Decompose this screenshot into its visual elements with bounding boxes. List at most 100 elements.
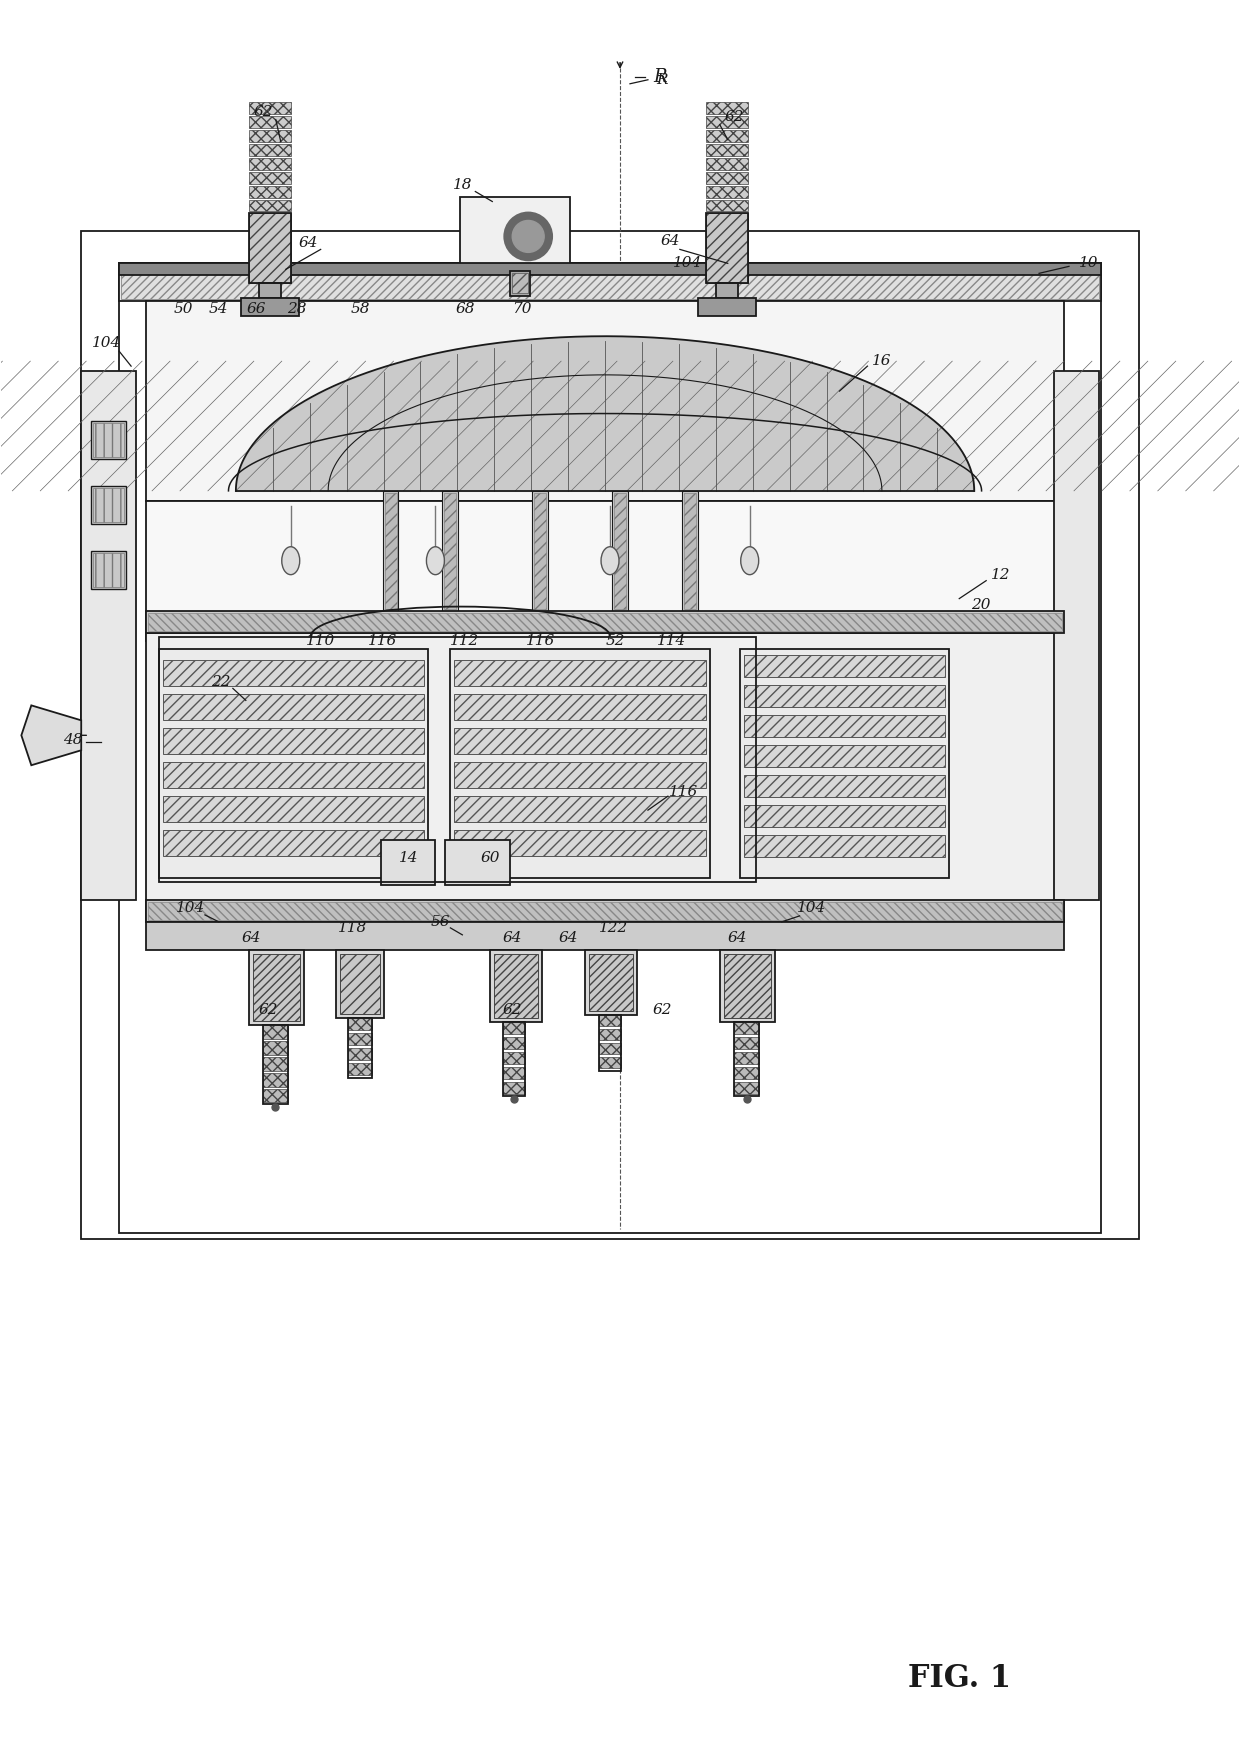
Bar <box>249 171 290 183</box>
Bar <box>744 835 945 858</box>
Bar <box>249 213 290 284</box>
Text: 64: 64 <box>728 931 748 945</box>
Text: 104: 104 <box>176 901 206 915</box>
Text: 62: 62 <box>253 105 273 119</box>
Bar <box>599 1014 621 1070</box>
Bar <box>450 648 709 878</box>
Bar <box>162 830 424 856</box>
Bar <box>613 492 627 610</box>
Bar <box>253 953 300 1021</box>
Bar <box>162 797 424 823</box>
Bar <box>599 1056 621 1067</box>
Bar <box>744 685 945 708</box>
Bar <box>340 953 379 1014</box>
Bar <box>599 1042 621 1053</box>
Text: 12: 12 <box>992 568 1011 582</box>
Bar <box>503 1051 526 1063</box>
Bar <box>454 661 706 687</box>
Bar <box>715 284 738 298</box>
Bar <box>706 115 748 127</box>
Bar <box>454 797 706 823</box>
Text: 104: 104 <box>797 901 826 915</box>
Bar <box>744 805 945 828</box>
Bar <box>336 950 383 1018</box>
Bar <box>503 1037 526 1049</box>
Bar <box>1054 371 1099 899</box>
Bar <box>162 729 424 755</box>
Bar <box>81 371 136 899</box>
Bar <box>706 101 748 113</box>
Text: R: R <box>656 73 667 87</box>
Text: 64: 64 <box>241 931 260 945</box>
Bar <box>347 1018 372 1077</box>
Bar <box>734 1067 759 1079</box>
Text: 22: 22 <box>211 676 231 690</box>
Text: FIG. 1: FIG. 1 <box>908 1663 1011 1694</box>
Bar <box>347 1048 372 1060</box>
Bar <box>92 486 126 525</box>
Bar <box>249 185 290 197</box>
Bar <box>744 715 945 737</box>
Bar <box>263 1025 288 1039</box>
Bar <box>719 950 775 1021</box>
Bar <box>347 1032 372 1044</box>
Bar <box>734 1037 759 1049</box>
Bar <box>734 1021 759 1096</box>
Bar <box>534 493 546 608</box>
Text: 58: 58 <box>351 302 371 315</box>
Bar <box>614 493 626 608</box>
Bar <box>249 129 290 141</box>
Text: 28: 28 <box>286 302 306 315</box>
Bar <box>744 776 945 797</box>
Text: 116: 116 <box>670 784 698 800</box>
Bar <box>706 213 748 284</box>
Bar <box>162 762 424 788</box>
Bar <box>241 298 299 315</box>
Bar <box>263 1072 288 1086</box>
Bar <box>146 922 1064 950</box>
Text: 110: 110 <box>306 633 335 647</box>
Circle shape <box>505 213 552 260</box>
Bar <box>682 492 698 610</box>
Bar <box>146 500 1064 640</box>
Text: 64: 64 <box>502 931 522 945</box>
Bar <box>146 302 1064 500</box>
Bar <box>263 1041 288 1055</box>
Text: 10: 10 <box>1079 256 1099 270</box>
Bar <box>510 272 531 296</box>
Text: 62: 62 <box>502 1002 522 1016</box>
Bar <box>589 953 632 1011</box>
Text: 20: 20 <box>971 598 991 612</box>
Bar <box>93 424 124 457</box>
Text: 48: 48 <box>63 734 83 748</box>
Bar <box>382 492 398 610</box>
Bar <box>706 171 748 183</box>
Bar <box>532 492 548 610</box>
Bar <box>599 1014 621 1025</box>
Text: 118: 118 <box>339 920 367 934</box>
Text: 66: 66 <box>246 302 265 315</box>
Text: 104: 104 <box>92 336 120 350</box>
Bar <box>92 422 126 458</box>
Bar <box>698 298 755 315</box>
Text: 68: 68 <box>455 302 475 315</box>
Bar <box>460 197 570 272</box>
Text: R: R <box>653 68 667 85</box>
Circle shape <box>512 220 544 253</box>
Ellipse shape <box>427 547 444 575</box>
Bar <box>122 265 1099 300</box>
Bar <box>734 1051 759 1063</box>
Text: 116: 116 <box>368 633 397 647</box>
Text: 116: 116 <box>526 633 554 647</box>
Text: 14: 14 <box>399 851 418 865</box>
Bar <box>734 1021 759 1034</box>
Bar <box>706 185 748 197</box>
Bar <box>146 633 1064 922</box>
Bar <box>444 493 456 608</box>
Bar <box>495 953 538 1018</box>
Bar <box>119 263 1101 1234</box>
Bar <box>734 1081 759 1093</box>
Bar <box>490 950 542 1021</box>
Bar <box>599 1028 621 1039</box>
Bar <box>263 1056 288 1070</box>
